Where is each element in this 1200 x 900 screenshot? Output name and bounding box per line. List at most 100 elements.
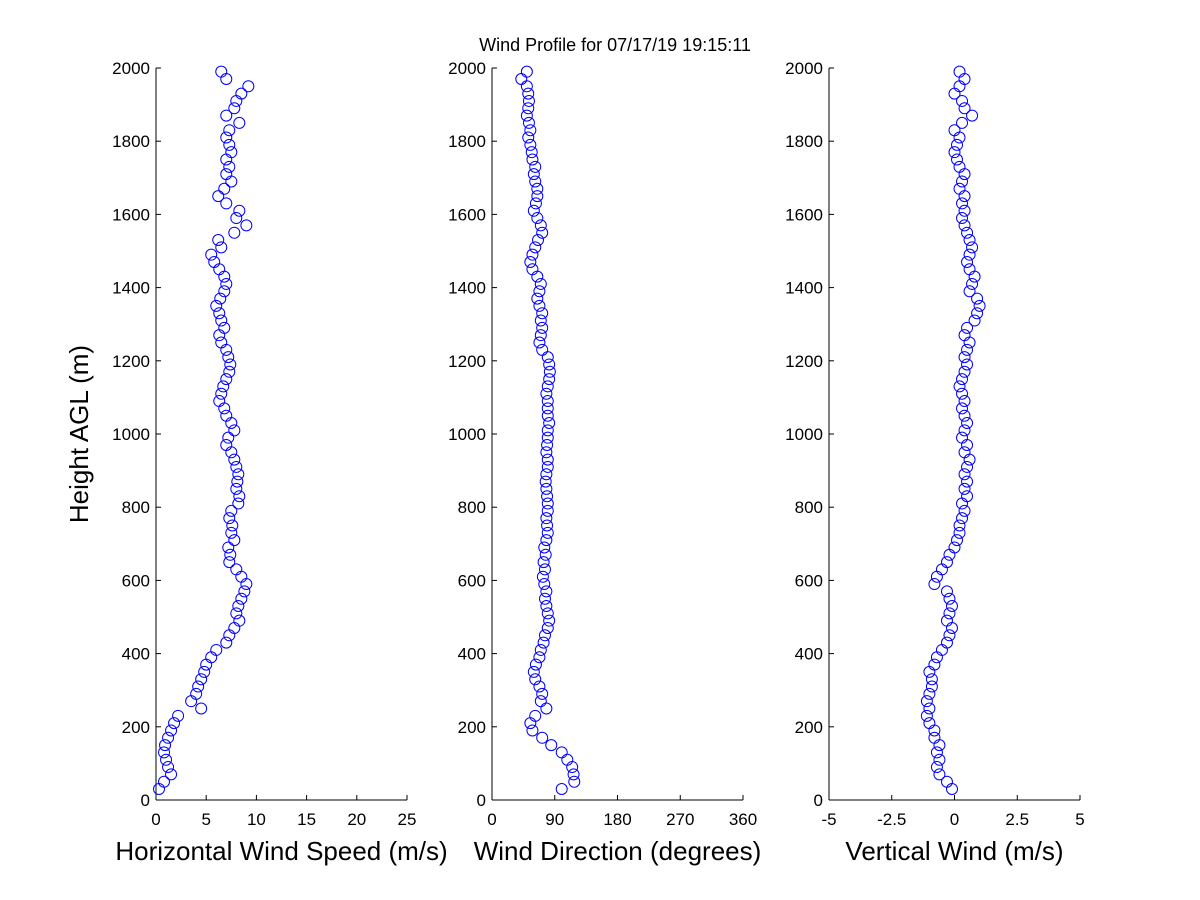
data-point (541, 490, 554, 503)
data-point (963, 248, 976, 261)
data-point (220, 438, 233, 451)
y-tick-label: 1800 (112, 132, 150, 151)
data-point (541, 607, 554, 620)
data-point (522, 131, 535, 144)
data-point (220, 373, 233, 386)
data-point (158, 746, 171, 759)
data-point (958, 446, 971, 459)
data-point (541, 621, 554, 634)
data-point (235, 592, 248, 605)
data-point (538, 592, 551, 605)
data-point (212, 190, 225, 203)
data-point (195, 673, 208, 686)
data-point (540, 446, 553, 459)
data-point (943, 607, 956, 620)
data-point (223, 556, 236, 569)
data-point (531, 212, 544, 225)
data-point (541, 402, 554, 415)
data-point (218, 270, 231, 283)
data-point (522, 94, 535, 107)
y-tick-label: 800 (795, 498, 823, 517)
data-point (940, 775, 953, 788)
data-point (228, 424, 241, 437)
data-point (235, 87, 248, 100)
data-point (920, 695, 933, 708)
data-point (215, 241, 228, 254)
data-point (215, 65, 228, 78)
data-point (541, 351, 554, 364)
data-point (526, 263, 539, 276)
data-point (538, 578, 551, 591)
data-point (231, 475, 244, 488)
data-point (536, 687, 549, 700)
data-point (220, 277, 233, 290)
data-point (515, 72, 528, 85)
data-point (529, 658, 542, 671)
data-point (958, 351, 971, 364)
data-point (218, 182, 231, 195)
data-point (225, 417, 238, 430)
data-point (215, 387, 228, 400)
y-axis-label: Height AGL (m) (64, 345, 94, 523)
data-point (961, 321, 974, 334)
chart-panel-2: 0 200 400 600 800 1000 1200 1400 1600 1800 2000 0 90… (448, 59, 761, 866)
data-point (230, 94, 243, 107)
data-point (543, 614, 556, 627)
data-point (225, 146, 238, 159)
data-point (541, 504, 554, 517)
data-point (533, 285, 546, 298)
data-point (943, 629, 956, 642)
data-point (933, 753, 946, 766)
y-tick-label: 1000 (785, 425, 823, 444)
y-tick-label: 600 (122, 571, 150, 590)
data-point (228, 102, 241, 115)
data-point (536, 226, 549, 239)
data-point (533, 680, 546, 693)
data-point (214, 292, 227, 305)
data-point (529, 673, 542, 686)
data-point (233, 116, 246, 129)
data-point (928, 724, 941, 737)
data-point (541, 424, 554, 437)
data-point (961, 475, 974, 488)
data-point (532, 234, 545, 247)
data-point (533, 651, 546, 664)
x-axis-label: Horizontal Wind Speed (m/s) (115, 836, 447, 866)
y-tick-label: 2000 (112, 59, 150, 78)
data-point (953, 526, 966, 539)
data-point (958, 504, 971, 517)
data-point (158, 775, 171, 788)
data-point (923, 702, 936, 715)
data-point (541, 526, 554, 539)
chart-panel-1: 0 200 400 600 800 1000 1200 1400 1600 1800 2000 0 5 1… (112, 59, 448, 866)
data-point (933, 739, 946, 752)
y-tick-label: 2000 (785, 59, 823, 78)
data-point (205, 651, 218, 664)
data-point (935, 563, 948, 576)
data-point (225, 504, 238, 517)
data-point (541, 453, 554, 466)
data-point (953, 182, 966, 195)
data-point (951, 153, 964, 166)
data-point (228, 453, 241, 466)
data-point (953, 65, 966, 78)
data-point (540, 585, 553, 598)
data-point (529, 709, 542, 722)
data-point (958, 168, 971, 181)
y-tick-label: 800 (458, 498, 486, 517)
data-point (540, 534, 553, 547)
data-point (971, 292, 984, 305)
data-point (215, 336, 228, 349)
y-tick-label: 1600 (112, 205, 150, 224)
y-tick-label: 1400 (448, 279, 486, 298)
data-point (223, 365, 236, 378)
data-point (943, 592, 956, 605)
data-point (225, 175, 238, 188)
data-point (210, 299, 223, 312)
y-tick-label: 1800 (785, 132, 823, 151)
data-point (958, 482, 971, 495)
data-point (165, 724, 178, 737)
data-point (212, 234, 225, 247)
data-point (948, 146, 961, 159)
data-point (522, 102, 535, 115)
